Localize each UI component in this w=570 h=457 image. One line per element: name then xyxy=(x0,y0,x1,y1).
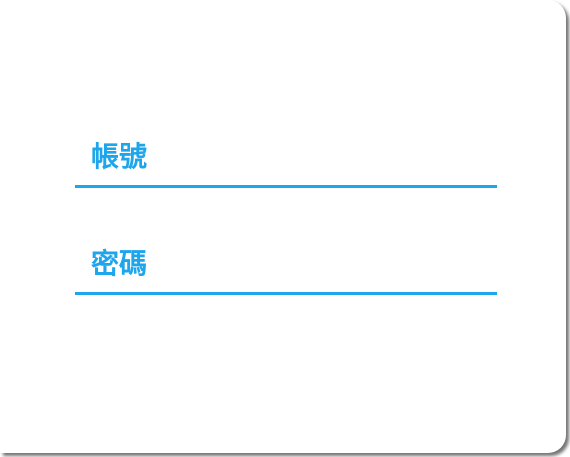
account-field: 帳號 xyxy=(75,133,497,188)
password-field: 密碼 xyxy=(75,240,497,295)
account-underline xyxy=(75,185,497,188)
password-underline xyxy=(75,292,497,295)
account-input[interactable] xyxy=(75,133,497,185)
password-input[interactable] xyxy=(75,240,497,292)
